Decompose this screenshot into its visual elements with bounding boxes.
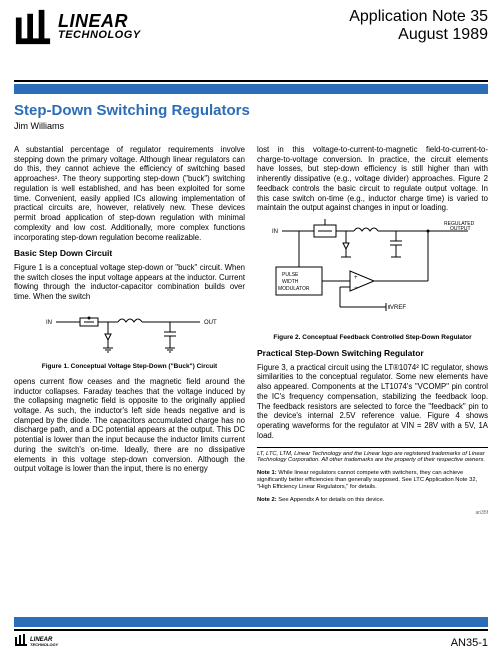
column-right: lost in this voltage-to-current-to-magne… xyxy=(257,145,488,510)
logo-text-wrap: LINEAR TECHNOLOGY xyxy=(58,13,141,41)
svg-text:−: − xyxy=(354,285,358,291)
para: Figure 1 is a conceptual voltage step-do… xyxy=(14,263,245,302)
page-number: AN35-1 xyxy=(451,637,488,649)
section-heading: Basic Step Down Circuit xyxy=(14,248,245,259)
svg-text:MODULATOR: MODULATOR xyxy=(278,286,310,292)
figure-1-caption: Figure 1. Conceptual Voltage Step-Down (… xyxy=(14,363,245,371)
rule-black-top xyxy=(14,80,488,82)
author: Jim Williams xyxy=(14,121,488,131)
an-id: an35f xyxy=(0,510,502,516)
para: opens current flow ceases and the magnet… xyxy=(14,377,245,474)
title-area: Step-Down Switching Regulators Jim Willi… xyxy=(0,94,502,145)
svg-text:+: + xyxy=(354,275,358,281)
para: A substantial percentage of regulator re… xyxy=(14,145,245,242)
brand-sub: TECHNOLOGY xyxy=(58,30,141,40)
logo-icon xyxy=(14,8,52,46)
app-note-label: Application Note 35 xyxy=(349,8,488,26)
fig2-in-label: IN xyxy=(272,229,278,235)
note-1: Note 1: While linear regulators cannot c… xyxy=(257,470,488,491)
svg-text:PULSE: PULSE xyxy=(282,272,299,278)
header: LINEAR TECHNOLOGY Application Note 35 Au… xyxy=(0,0,502,80)
figure-2-svg: IN REGULATED OUTPUT PUL xyxy=(268,219,478,329)
figure-2: IN REGULATED OUTPUT PUL xyxy=(257,219,488,342)
figure-2-caption: Figure 2. Conceptual Feedback Controlled… xyxy=(257,334,488,342)
trademark-note: LT, LTC, LTM, Linear Technology and the … xyxy=(257,451,488,465)
fig1-out-label: OUT xyxy=(204,320,217,326)
page-title: Step-Down Switching Regulators xyxy=(14,102,488,119)
column-left: A substantial percentage of regulator re… xyxy=(14,145,245,510)
notes-box: LT, LTC, LTM, Linear Technology and the … xyxy=(257,447,488,505)
rule-blue-top xyxy=(14,84,488,94)
fig2-vref-label: VREF xyxy=(390,305,406,311)
date-label: August 1989 xyxy=(349,26,488,44)
header-right: Application Note 35 August 1989 xyxy=(349,8,488,44)
section-heading: Practical Step-Down Switching Regulator xyxy=(257,348,488,359)
svg-text:WIDTH: WIDTH xyxy=(282,279,299,285)
footer-logo: LINEAR TECHNOLOGY xyxy=(14,633,74,652)
svg-text:TECHNOLOGY: TECHNOLOGY xyxy=(30,642,59,647)
fig1-in-label: IN xyxy=(46,320,52,326)
footer: LINEAR TECHNOLOGY AN35-1 xyxy=(0,617,502,649)
footer-logo-icon: LINEAR TECHNOLOGY xyxy=(14,633,74,647)
para: Figure 3, a practical circuit using the … xyxy=(257,363,488,441)
figure-1: IN OUT xyxy=(14,308,245,371)
para: lost in this voltage-to-current-to-magne… xyxy=(257,145,488,213)
rule-blue-bottom xyxy=(14,617,488,627)
body-columns: A substantial percentage of regulator re… xyxy=(0,145,502,510)
logo-block: LINEAR TECHNOLOGY xyxy=(14,8,141,46)
note-2: Note 2: See Appendix A for details on th… xyxy=(257,497,488,504)
svg-text:OUTPUT: OUTPUT xyxy=(450,226,471,232)
figure-1-svg: IN OUT xyxy=(40,308,220,358)
brand-name: LINEAR xyxy=(58,13,141,30)
